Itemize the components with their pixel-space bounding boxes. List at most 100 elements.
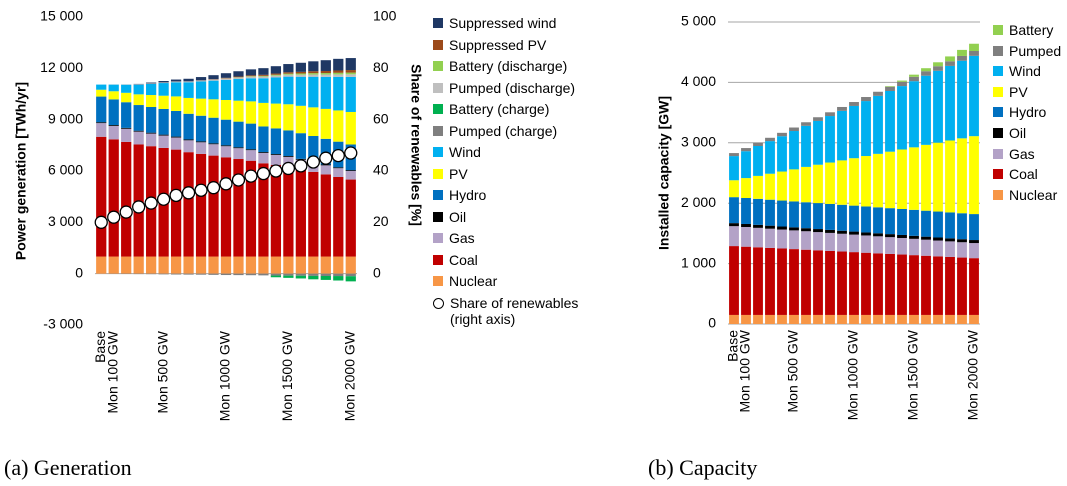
bar-segment: [245, 69, 257, 76]
share-marker: [194, 183, 208, 197]
bar-segment: [897, 149, 907, 209]
legend-item: Battery (discharge): [433, 58, 608, 74]
bar-segment: [208, 117, 219, 144]
bar-segment: [741, 151, 751, 179]
bar-segment: [345, 179, 356, 257]
bar-segment: [133, 94, 144, 106]
y-tick-label: 6 000: [48, 162, 83, 178]
legend-label: Wind: [1009, 63, 1041, 80]
bar-segment: [195, 141, 207, 143]
legend-label: Battery (charge): [449, 101, 550, 117]
legend-swatch: [993, 107, 1003, 118]
bar-segment: [969, 214, 979, 241]
y-tick-label: 0: [75, 264, 83, 280]
bar-segment: [158, 83, 169, 96]
bar-segment: [885, 151, 895, 209]
bar-segment: [158, 135, 169, 148]
x-tick-label: Mon 1500 GW: [905, 329, 921, 420]
bar-segment: [969, 136, 979, 215]
bar-segment: [969, 258, 979, 315]
bar-segment: [146, 82, 157, 84]
bar-segment: [320, 273, 331, 276]
legend-item: PV: [993, 84, 1067, 100]
bar-segment: [909, 238, 919, 256]
legend-item: Gas: [993, 146, 1067, 162]
bar-segment: [283, 166, 294, 257]
share-marker: [244, 169, 258, 183]
bar-segment: [945, 314, 955, 324]
bar-segment: [837, 233, 847, 252]
bar-segment: [849, 234, 859, 253]
bar-segment: [195, 142, 207, 154]
bar-segment: [849, 231, 859, 235]
bar-segment: [825, 116, 835, 163]
bar-segment: [308, 61, 319, 72]
bar-segment: [873, 236, 883, 254]
bar-segment: [933, 237, 943, 241]
bar-segment: [753, 198, 763, 225]
bar-segment: [233, 256, 244, 274]
bar-segment: [220, 119, 232, 146]
bar-segment: [909, 74, 919, 77]
share-marker: [269, 164, 283, 178]
bar-segment: [295, 74, 306, 77]
bar-segment: [885, 86, 895, 91]
bar-segment: [208, 143, 219, 145]
bar-segment: [158, 108, 169, 135]
bar-segment: [308, 256, 319, 274]
bar-segment: [957, 242, 967, 258]
bar-segment: [777, 314, 787, 324]
bar-segment: [741, 314, 751, 324]
bar-segment: [133, 130, 144, 132]
bar-segment: [813, 229, 823, 233]
bar-segment: [308, 71, 319, 74]
bar-segment: [909, 81, 919, 148]
bar-segment: [333, 74, 344, 77]
bar-segment: [789, 201, 799, 228]
bar-segment: [208, 80, 219, 100]
bar-segment: [825, 162, 835, 204]
bar-segment: [183, 256, 194, 274]
bar-segment: [777, 248, 787, 315]
legend-swatch: [433, 297, 444, 309]
bar-segment: [945, 56, 955, 62]
bar-segment: [345, 171, 356, 180]
bar-segment: [933, 240, 943, 257]
bar-segment: [765, 228, 775, 248]
bar-segment: [801, 249, 811, 315]
bar-segment: [308, 74, 319, 77]
bar-segment: [96, 89, 107, 97]
bar-segment: [849, 205, 859, 232]
bar-segment: [320, 74, 331, 77]
bar-segment: [909, 76, 919, 82]
bar-segment: [170, 256, 182, 274]
bar-segment: [233, 77, 244, 80]
bar-segment: [208, 155, 219, 257]
bar-segment: [777, 132, 787, 137]
bar-segment: [969, 314, 979, 324]
bar-segment: [183, 82, 194, 98]
bar-segment: [245, 76, 257, 79]
bar-segment: [170, 96, 182, 111]
legend-item: PV: [433, 166, 608, 182]
bar-segment: [208, 144, 219, 156]
bar-segment: [258, 102, 269, 127]
bar-segment: [333, 58, 344, 71]
bar-segment: [813, 120, 823, 165]
bar-segment: [813, 250, 823, 315]
bar-segment: [146, 95, 157, 108]
bar-segment: [333, 276, 344, 281]
legend-item: Wind: [993, 63, 1067, 79]
y-tick-label: 9 000: [48, 110, 83, 126]
share-marker: [256, 166, 271, 181]
bar-segment: [753, 142, 763, 147]
bar-segment: [195, 98, 207, 116]
bar-segment: [345, 273, 356, 277]
bar-segment: [345, 70, 356, 73]
bar-segment: [957, 49, 967, 56]
bar-segment: [333, 110, 344, 142]
bar-segment: [825, 203, 835, 230]
bar-segment: [233, 148, 244, 160]
bar-segment: [283, 273, 294, 276]
